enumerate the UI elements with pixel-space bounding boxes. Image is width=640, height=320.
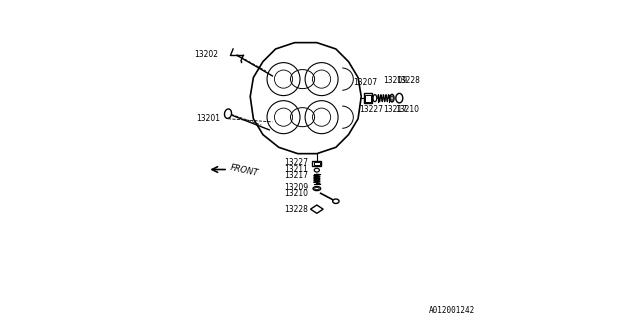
Text: 13207: 13207 <box>353 78 377 87</box>
Text: 13217: 13217 <box>383 105 408 115</box>
Bar <box>312 161 321 166</box>
Bar <box>365 95 371 102</box>
Text: FRONT: FRONT <box>230 163 260 178</box>
Text: 13209: 13209 <box>284 183 308 192</box>
Text: 13209: 13209 <box>383 76 408 85</box>
Text: 13227: 13227 <box>359 105 383 115</box>
Text: 13202: 13202 <box>195 50 218 59</box>
Text: 13210: 13210 <box>396 105 419 115</box>
Text: 13201: 13201 <box>196 114 220 123</box>
Bar <box>364 93 372 103</box>
Text: 13227: 13227 <box>284 158 308 167</box>
Text: A012001242: A012001242 <box>429 307 476 316</box>
Text: 13217: 13217 <box>284 172 308 180</box>
Text: 13211: 13211 <box>284 165 308 174</box>
Text: 13228: 13228 <box>396 76 420 84</box>
Text: 13210: 13210 <box>284 189 308 198</box>
Bar <box>314 162 320 165</box>
Text: 13228: 13228 <box>284 205 308 214</box>
